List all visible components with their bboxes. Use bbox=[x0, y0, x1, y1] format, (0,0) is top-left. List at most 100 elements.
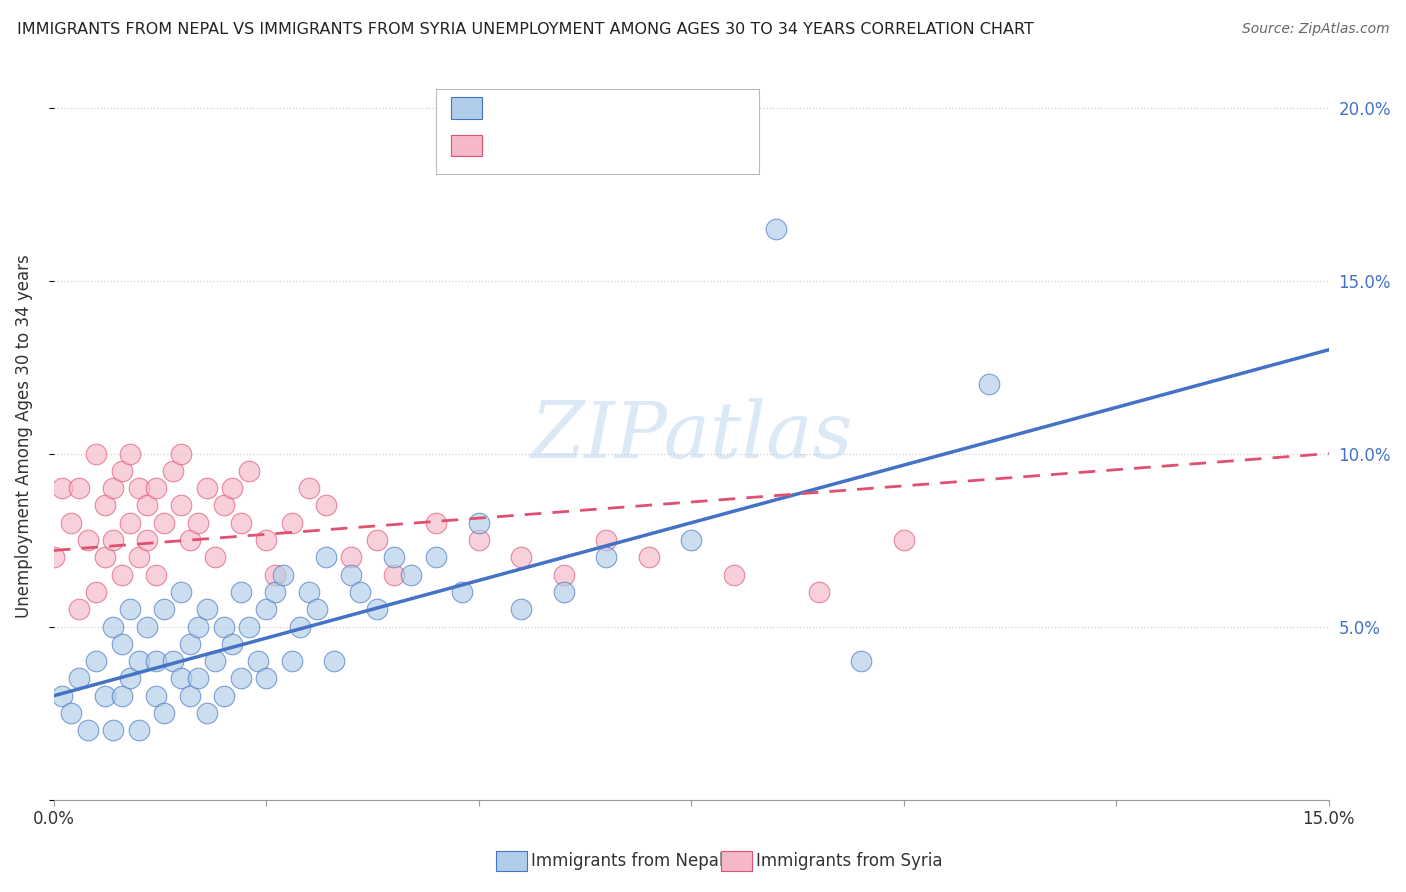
Point bbox=[187, 516, 209, 530]
Point bbox=[263, 585, 285, 599]
Point bbox=[637, 550, 659, 565]
Point bbox=[229, 516, 252, 530]
Text: IMMIGRANTS FROM NEPAL VS IMMIGRANTS FROM SYRIA UNEMPLOYMENT AMONG AGES 30 TO 34 : IMMIGRANTS FROM NEPAL VS IMMIGRANTS FROM… bbox=[17, 22, 1033, 37]
Point bbox=[111, 464, 134, 478]
Point bbox=[281, 654, 304, 668]
Point bbox=[212, 619, 235, 633]
Point bbox=[553, 567, 575, 582]
Point bbox=[128, 481, 150, 495]
Point bbox=[94, 689, 117, 703]
Point bbox=[153, 516, 176, 530]
Point bbox=[254, 602, 277, 616]
Point bbox=[128, 654, 150, 668]
Point bbox=[254, 533, 277, 547]
Point bbox=[298, 585, 321, 599]
Point bbox=[42, 550, 65, 565]
Y-axis label: Unemployment Among Ages 30 to 34 years: Unemployment Among Ages 30 to 34 years bbox=[15, 254, 32, 618]
Point bbox=[120, 446, 142, 460]
Point bbox=[195, 481, 218, 495]
Text: Immigrants from Nepal: Immigrants from Nepal bbox=[531, 852, 724, 870]
Point bbox=[187, 619, 209, 633]
Point bbox=[153, 602, 176, 616]
Point bbox=[76, 533, 98, 547]
Point bbox=[136, 533, 159, 547]
Point bbox=[162, 654, 184, 668]
Point bbox=[187, 672, 209, 686]
Point bbox=[153, 706, 176, 720]
Point bbox=[212, 499, 235, 513]
Point bbox=[340, 550, 363, 565]
Point bbox=[103, 619, 125, 633]
Point bbox=[723, 567, 745, 582]
Point bbox=[51, 689, 73, 703]
Text: ZIPatlas: ZIPatlas bbox=[530, 398, 852, 475]
Point bbox=[111, 637, 134, 651]
Point bbox=[86, 585, 108, 599]
Point bbox=[315, 499, 337, 513]
Point bbox=[382, 550, 405, 565]
Point bbox=[765, 221, 787, 235]
Point bbox=[76, 723, 98, 738]
Point bbox=[851, 654, 873, 668]
Point bbox=[204, 550, 226, 565]
Point bbox=[229, 585, 252, 599]
Point bbox=[595, 550, 617, 565]
Point bbox=[59, 516, 82, 530]
Point bbox=[382, 567, 405, 582]
Point bbox=[254, 672, 277, 686]
Point bbox=[59, 706, 82, 720]
Text: R = 0.505  N = 61: R = 0.505 N = 61 bbox=[488, 99, 652, 117]
Point bbox=[86, 654, 108, 668]
Point bbox=[510, 550, 533, 565]
Point bbox=[315, 550, 337, 565]
Point bbox=[111, 689, 134, 703]
Point bbox=[67, 481, 90, 495]
Point bbox=[145, 567, 167, 582]
Point bbox=[273, 567, 295, 582]
Point bbox=[595, 533, 617, 547]
Point bbox=[170, 499, 193, 513]
Point bbox=[399, 567, 422, 582]
Point bbox=[128, 550, 150, 565]
Point bbox=[103, 723, 125, 738]
Point bbox=[103, 533, 125, 547]
Point bbox=[298, 481, 321, 495]
Text: Immigrants from Syria: Immigrants from Syria bbox=[756, 852, 943, 870]
Point bbox=[450, 585, 472, 599]
Point bbox=[212, 689, 235, 703]
Point bbox=[136, 619, 159, 633]
Text: R =  0.177  N = 51: R = 0.177 N = 51 bbox=[488, 136, 658, 154]
Point bbox=[170, 446, 193, 460]
Point bbox=[145, 481, 167, 495]
Point bbox=[553, 585, 575, 599]
Point bbox=[120, 672, 142, 686]
Point bbox=[195, 602, 218, 616]
Point bbox=[281, 516, 304, 530]
Point bbox=[86, 446, 108, 460]
Point bbox=[67, 602, 90, 616]
Point bbox=[510, 602, 533, 616]
Point bbox=[162, 464, 184, 478]
Point bbox=[366, 533, 388, 547]
Text: Source: ZipAtlas.com: Source: ZipAtlas.com bbox=[1241, 22, 1389, 37]
Point bbox=[204, 654, 226, 668]
Point bbox=[221, 637, 243, 651]
Point bbox=[807, 585, 830, 599]
Point bbox=[340, 567, 363, 582]
Point bbox=[468, 516, 491, 530]
Point bbox=[681, 533, 703, 547]
Point bbox=[120, 602, 142, 616]
Point bbox=[238, 619, 260, 633]
Point bbox=[238, 464, 260, 478]
Point bbox=[893, 533, 915, 547]
Point bbox=[120, 516, 142, 530]
Point bbox=[179, 533, 201, 547]
Point bbox=[425, 516, 447, 530]
Point bbox=[67, 672, 90, 686]
Point bbox=[229, 672, 252, 686]
Point bbox=[51, 481, 73, 495]
Point bbox=[179, 637, 201, 651]
Point bbox=[145, 689, 167, 703]
Point bbox=[246, 654, 269, 668]
Point bbox=[170, 672, 193, 686]
